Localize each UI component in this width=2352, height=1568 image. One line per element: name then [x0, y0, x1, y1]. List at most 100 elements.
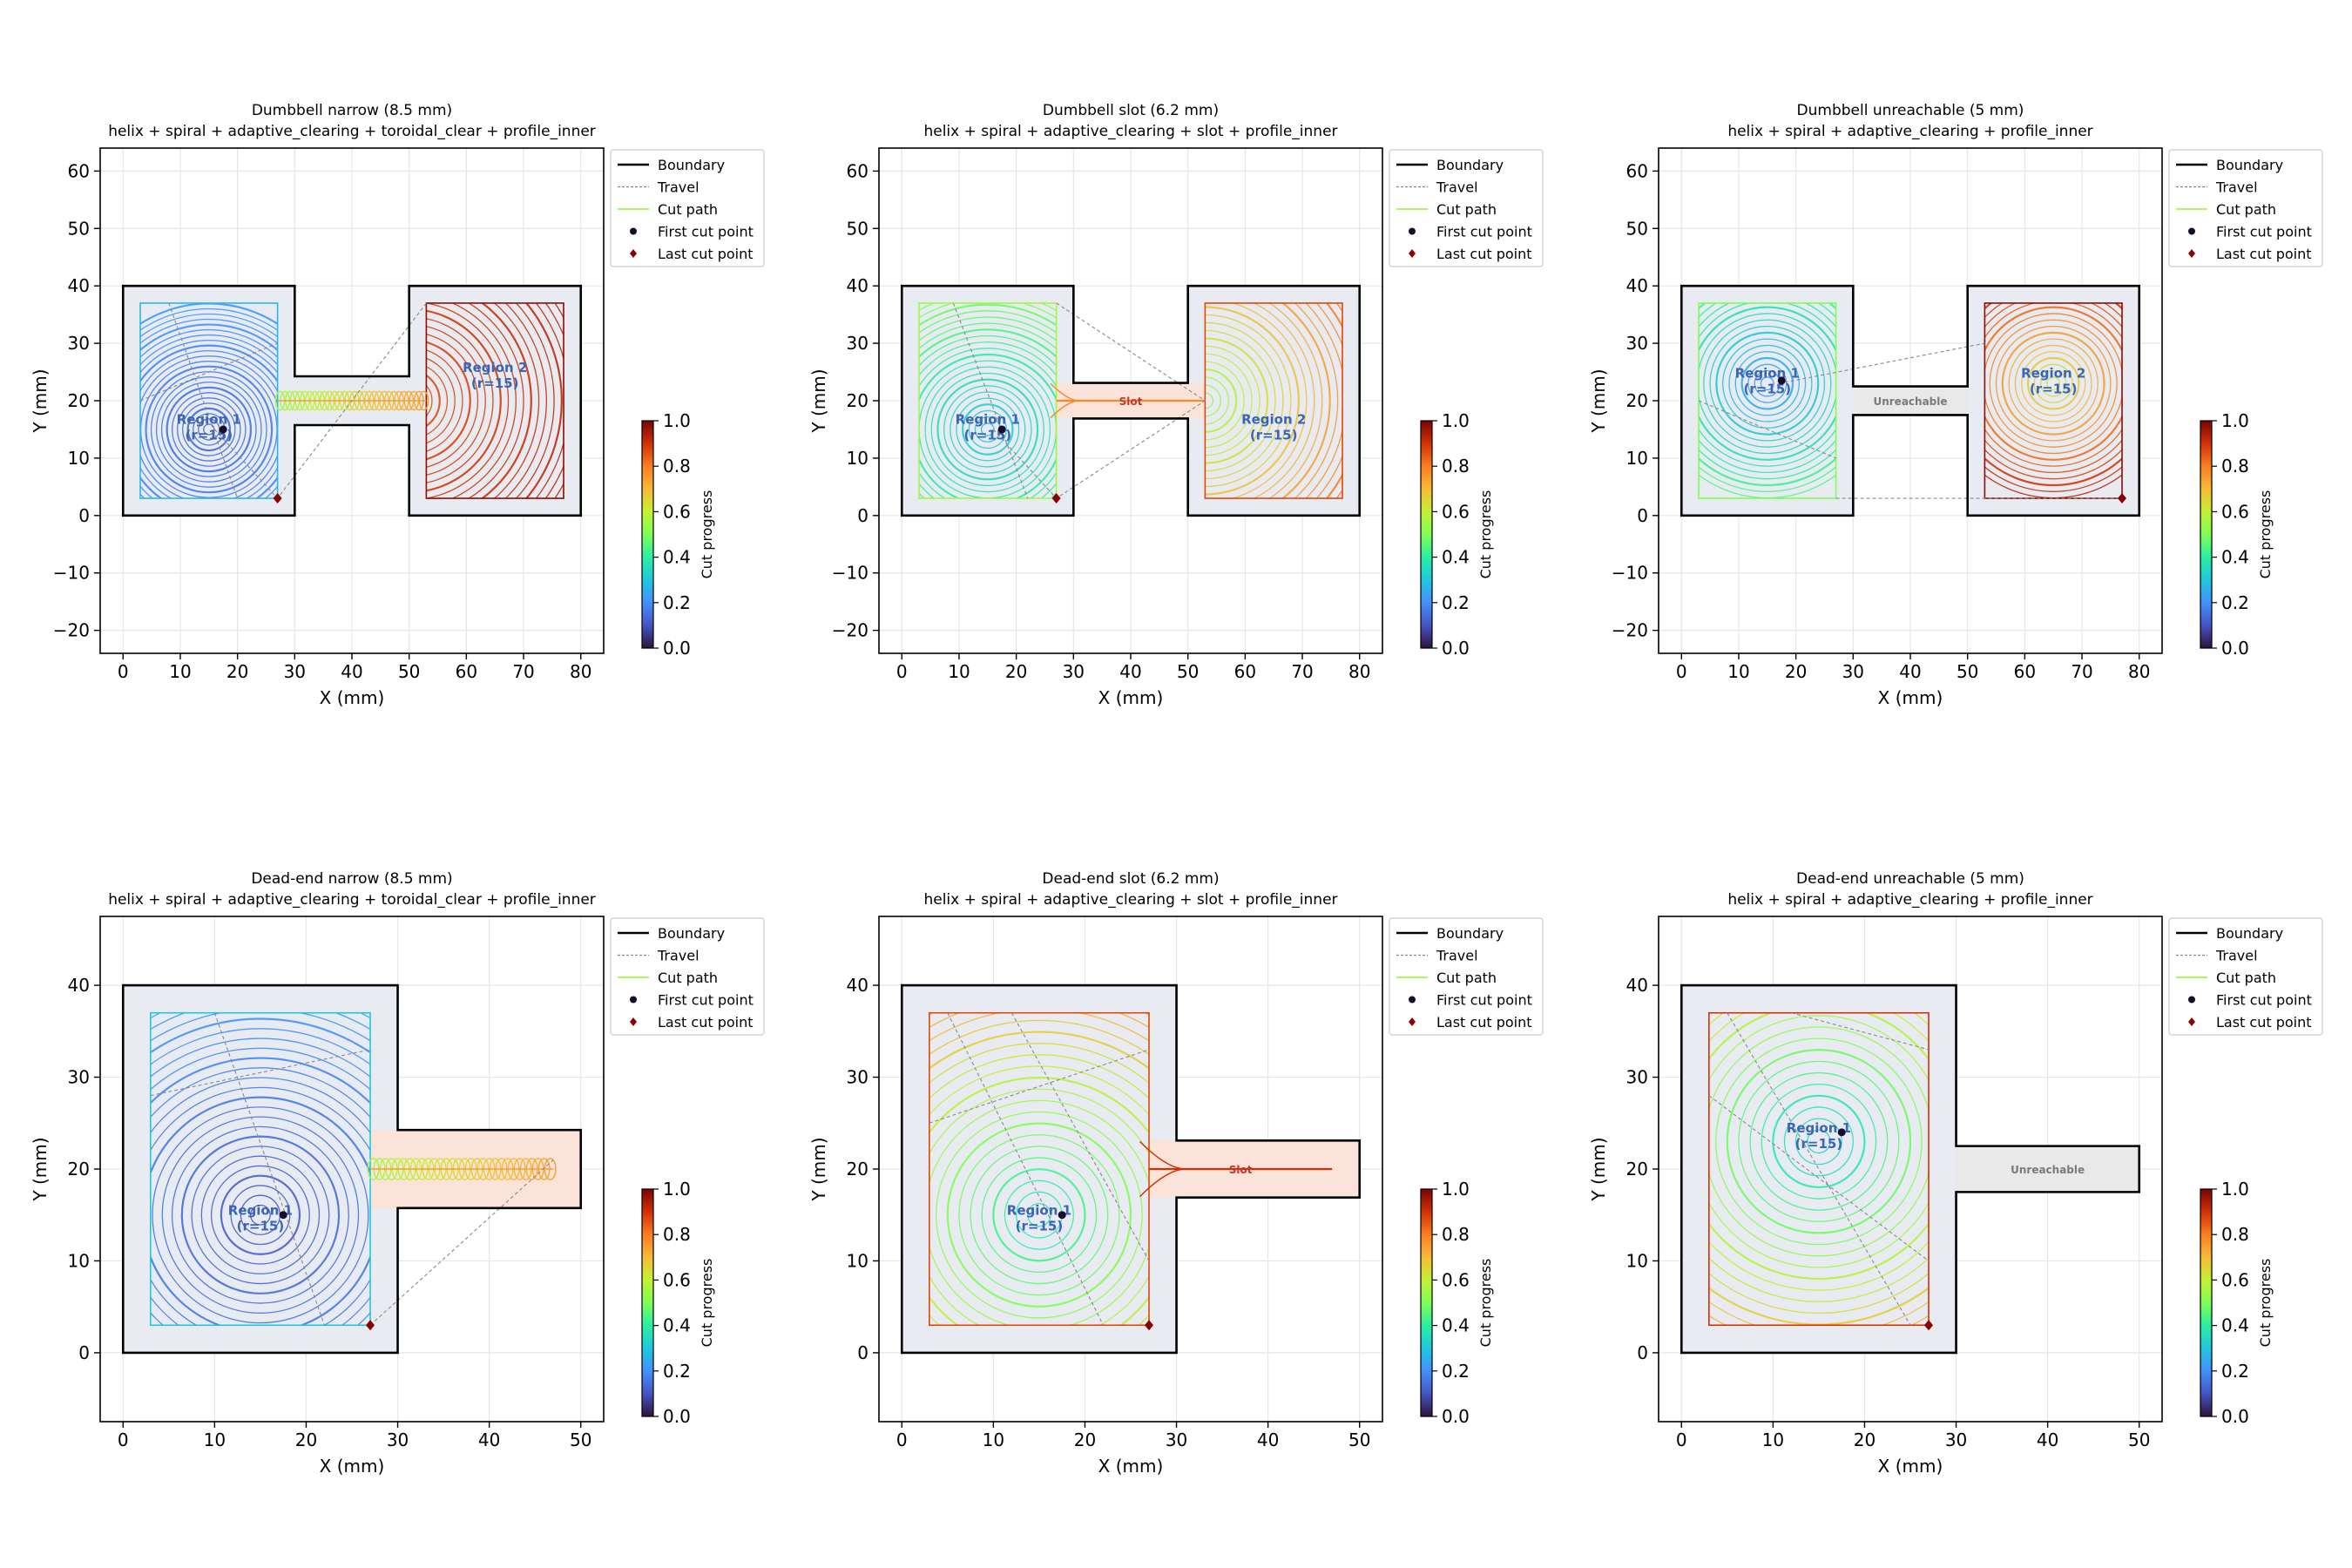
cut-path-ring — [936, 1111, 1143, 1319]
cut-path-ring — [139, 313, 278, 338]
colorbar-tick-label: 0.8 — [1442, 1224, 1470, 1245]
cut-path-ring — [1738, 1060, 1900, 1222]
cut-path-ring — [1205, 345, 1260, 456]
cut-path-ring — [1698, 306, 1836, 461]
cut-path-ring — [1984, 313, 2123, 455]
cut-path-ring — [1984, 302, 2123, 467]
cut-path-ring — [1698, 466, 1836, 492]
cut-path-ring — [1984, 302, 2123, 487]
x-tick-label: 70 — [2071, 661, 2092, 682]
unreachable-zone — [1853, 386, 1968, 416]
colorbar-tick-label: 0.6 — [1442, 501, 1470, 522]
cut-path-ring — [929, 1019, 1150, 1056]
cut-path-ring — [950, 391, 1026, 468]
cut-path-ring — [1984, 466, 2123, 492]
cut-path-ring — [186, 407, 231, 452]
region-label: Region 1 — [1735, 366, 1800, 382]
y-axis-label: Y (mm) — [808, 1137, 829, 1201]
region-sublabel: (r=15) — [1795, 1136, 1843, 1152]
cut-path-ring — [150, 1028, 371, 1065]
chart-title: Dumbbell slot (6.2 mm) — [1043, 102, 1219, 119]
y-tick-label: 60 — [847, 160, 868, 181]
cut-path-ring — [2046, 376, 2061, 391]
x-tick-label: 0 — [1676, 1429, 1687, 1450]
legend-label: Cut path — [1436, 201, 1497, 218]
y-tick-label: 0 — [857, 505, 868, 526]
y-tick-label: 0 — [1637, 1342, 1648, 1363]
region-sublabel: (r=15) — [2030, 382, 2078, 397]
legend-label: Travel — [1436, 179, 1478, 196]
y-tick-label: −10 — [1612, 563, 1648, 584]
cut-path-ring — [426, 357, 456, 444]
cut-path-ring — [139, 339, 278, 499]
cut-path-ring — [946, 1122, 1132, 1308]
corridor-label: Slot — [1229, 1164, 1253, 1176]
y-axis-label: Y (mm) — [30, 1137, 51, 1201]
cut-path-ring — [150, 1077, 371, 1326]
colorbar-tick-label: 0.0 — [2221, 638, 2249, 659]
colorbar — [2200, 1188, 2213, 1417]
legend-item: First cut point — [1409, 992, 1532, 1009]
region-toolpath — [918, 302, 1057, 499]
y-tick-label: 40 — [847, 975, 868, 996]
y-tick-label: −20 — [1612, 620, 1648, 641]
cut-path-ring — [2021, 351, 2086, 416]
legend-last-swatch — [1409, 1017, 1416, 1026]
x-tick-label: 80 — [1348, 661, 1370, 682]
y-tick-label: 0 — [1637, 505, 1648, 526]
cut-path-ring — [1772, 1094, 1866, 1189]
legend-item: First cut point — [2188, 992, 2312, 1009]
cut-path-ring — [150, 1037, 371, 1078]
cut-path-ring — [2014, 344, 2092, 422]
y-tick-label: 10 — [1626, 448, 1648, 469]
first-cut-point — [1777, 376, 1786, 385]
legend-item: First cut point — [630, 992, 754, 1009]
travel-move — [952, 302, 1029, 499]
y-tick-label: 20 — [847, 1159, 868, 1179]
cut-path-ring — [480, 302, 532, 499]
cut-path-ring — [139, 344, 278, 499]
cut-path-ring — [220, 1174, 301, 1255]
chart-subtitle: helix + spiral + adaptive_clearing + pro… — [1727, 123, 2092, 140]
travel-move — [1727, 1012, 1911, 1326]
y-tick-label: 20 — [68, 390, 90, 411]
x-tick-label: 50 — [1177, 661, 1199, 682]
cut-path-ring — [1708, 1012, 1930, 1281]
cut-path-ring — [145, 365, 274, 494]
region-label: Region 2 — [1241, 411, 1306, 427]
x-tick-label: 20 — [1854, 1429, 1876, 1450]
legend-label: First cut point — [1436, 992, 1532, 1009]
cut-path-ring — [139, 350, 278, 499]
region-sublabel: (r=15) — [237, 1219, 285, 1234]
first-cut-point — [1058, 1211, 1066, 1220]
x-tick-label: 40 — [1257, 1429, 1279, 1450]
last-cut-point — [1924, 1320, 1934, 1331]
colorbar-tick-label: 0.2 — [663, 592, 691, 613]
legend-last-swatch — [1409, 249, 1416, 258]
x-tick-label: 70 — [1291, 661, 1313, 682]
x-tick-label: 60 — [1234, 661, 1256, 682]
colorbar-tick-label: 0.8 — [2221, 456, 2249, 476]
cut-path-ring — [450, 302, 517, 499]
last-cut-point — [1145, 1320, 1154, 1331]
colorbar-label: Cut progress — [1477, 490, 1494, 579]
legend-box — [1389, 917, 1544, 1036]
legend-box — [2168, 917, 2323, 1036]
y-tick-label: 10 — [68, 448, 90, 469]
colorbar-tick-label: 0.0 — [1442, 638, 1470, 659]
cut-path-ring — [1728, 344, 1807, 422]
cut-path-ring — [929, 1065, 1150, 1326]
chart-panel: Region 1(r=15) Unreachable 0 10 20 30 40 50 0 10 2… — [1588, 870, 2323, 1477]
colorbar-tick-label: 0.2 — [2221, 1361, 2249, 1382]
colorbar-label: Cut progress — [699, 490, 715, 579]
legend-label: First cut point — [658, 224, 754, 240]
cut-path-ring — [493, 302, 540, 499]
cut-path-ring — [1205, 337, 1269, 464]
cut-path-ring — [1205, 321, 1284, 480]
legend-label: Boundary — [1436, 157, 1504, 173]
region-profile — [1708, 1011, 1930, 1327]
y-tick-label: 0 — [78, 505, 90, 526]
travel-move — [1056, 302, 1206, 402]
slot-entry-curve — [1139, 1168, 1186, 1198]
cut-path-ring — [1989, 319, 2118, 448]
